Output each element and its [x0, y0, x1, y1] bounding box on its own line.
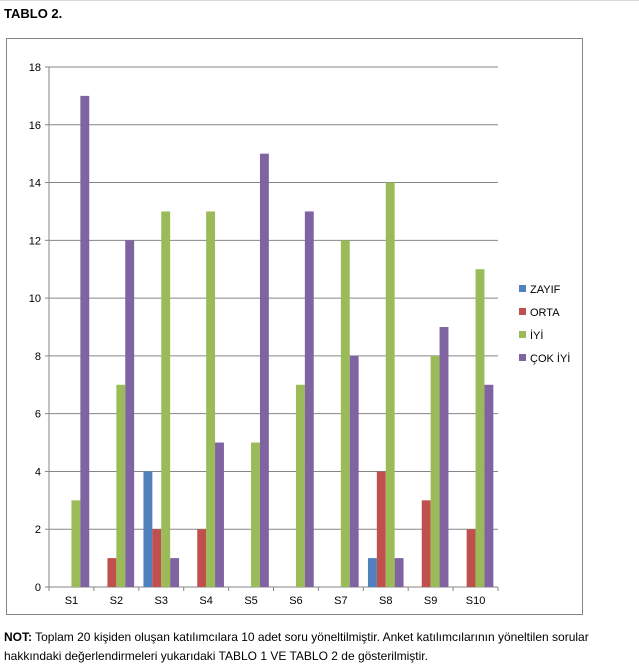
x-tick-label: S1: [65, 595, 78, 607]
bar-i̇yi̇: [340, 240, 350, 588]
bar-çok-i̇yi̇: [304, 211, 314, 587]
x-tick-label: S7: [334, 595, 347, 607]
bar-i̇yi̇: [251, 442, 260, 587]
legend-label: ZAYIF: [530, 284, 561, 296]
legend-swatch: [519, 354, 526, 361]
bar-i̇yi̇: [71, 500, 81, 587]
note-label: NOT:: [4, 630, 32, 644]
x-tick-label: S8: [379, 595, 392, 607]
legend-swatch: [519, 308, 526, 315]
bar-orta: [107, 558, 117, 587]
x-tick-label: S4: [199, 595, 212, 607]
y-tick-label: 10: [29, 293, 41, 305]
bar-i̇yi̇: [116, 384, 126, 587]
x-tick-label: S3: [155, 595, 168, 607]
note-text: Toplam 20 kişiden oluşan katılımcılara 1…: [4, 630, 589, 663]
note-paragraph: NOT: Toplam 20 kişiden oluşan katılımcıl…: [4, 628, 634, 666]
bar-çok-i̇yi̇: [170, 558, 180, 587]
y-tick-label: 2: [35, 524, 41, 536]
legend-swatch: [519, 331, 526, 338]
x-tick-label: S5: [244, 595, 257, 607]
x-tick-label: S2: [110, 595, 123, 607]
bar-çok-i̇yi̇: [394, 558, 404, 587]
x-tick-label: S10: [466, 595, 486, 607]
chart-frame: 0 2 4 6 8 10 12 14 16 18 S1 S2 S3 S4 S5 S6 S7 S8 S9 S10 ZAYI…: [6, 38, 583, 615]
bar-orta: [466, 529, 476, 587]
legend-swatch: [519, 285, 526, 292]
bar-zayif: [143, 471, 153, 587]
y-tick-label: 14: [29, 178, 41, 190]
bar-i̇yi̇: [206, 211, 216, 587]
legend-label: ÇOK İYİ: [530, 352, 570, 365]
bar-orta: [152, 529, 162, 587]
y-tick-label: 0: [35, 582, 41, 594]
bar-i̇yi̇: [385, 182, 395, 588]
bar-çok-i̇yi̇: [439, 327, 449, 587]
bar-çok-i̇yi̇: [215, 442, 224, 587]
x-tick-label: S6: [289, 595, 302, 607]
y-tick-label: 16: [29, 120, 41, 132]
y-tick-label: 6: [35, 409, 41, 421]
bar-çok-i̇yi̇: [259, 153, 269, 587]
bar-orta: [376, 471, 386, 587]
y-tick-label: 8: [35, 351, 41, 363]
bar-orta: [197, 529, 207, 587]
x-tick-label: S9: [424, 595, 437, 607]
top-divider: [0, 0, 639, 1]
bar-i̇yi̇: [430, 355, 440, 587]
bar-i̇yi̇: [161, 211, 171, 587]
bar-orta: [421, 500, 431, 587]
y-tick-label: 18: [29, 62, 41, 74]
bar-i̇yi̇: [295, 384, 305, 587]
y-tick-label: 12: [29, 235, 41, 247]
bar-zayif: [367, 558, 377, 587]
y-tick-label: 4: [35, 466, 41, 478]
bar-chart: 0 2 4 6 8 10 12 14 16 18 S1 S2 S3 S4 S5 S6 S7 S8 S9 S10 ZAYI…: [29, 62, 571, 607]
bar-çok-i̇yi̇: [484, 384, 494, 587]
page-title: TABLO 2.: [4, 6, 63, 21]
bar-çok-i̇yi̇: [80, 95, 90, 587]
bar-çok-i̇yi̇: [349, 355, 359, 587]
bar-i̇yi̇: [475, 269, 485, 587]
legend-label: İYİ: [530, 329, 543, 342]
legend-label: ORTA: [530, 307, 560, 319]
bar-çok-i̇yi̇: [125, 240, 135, 588]
